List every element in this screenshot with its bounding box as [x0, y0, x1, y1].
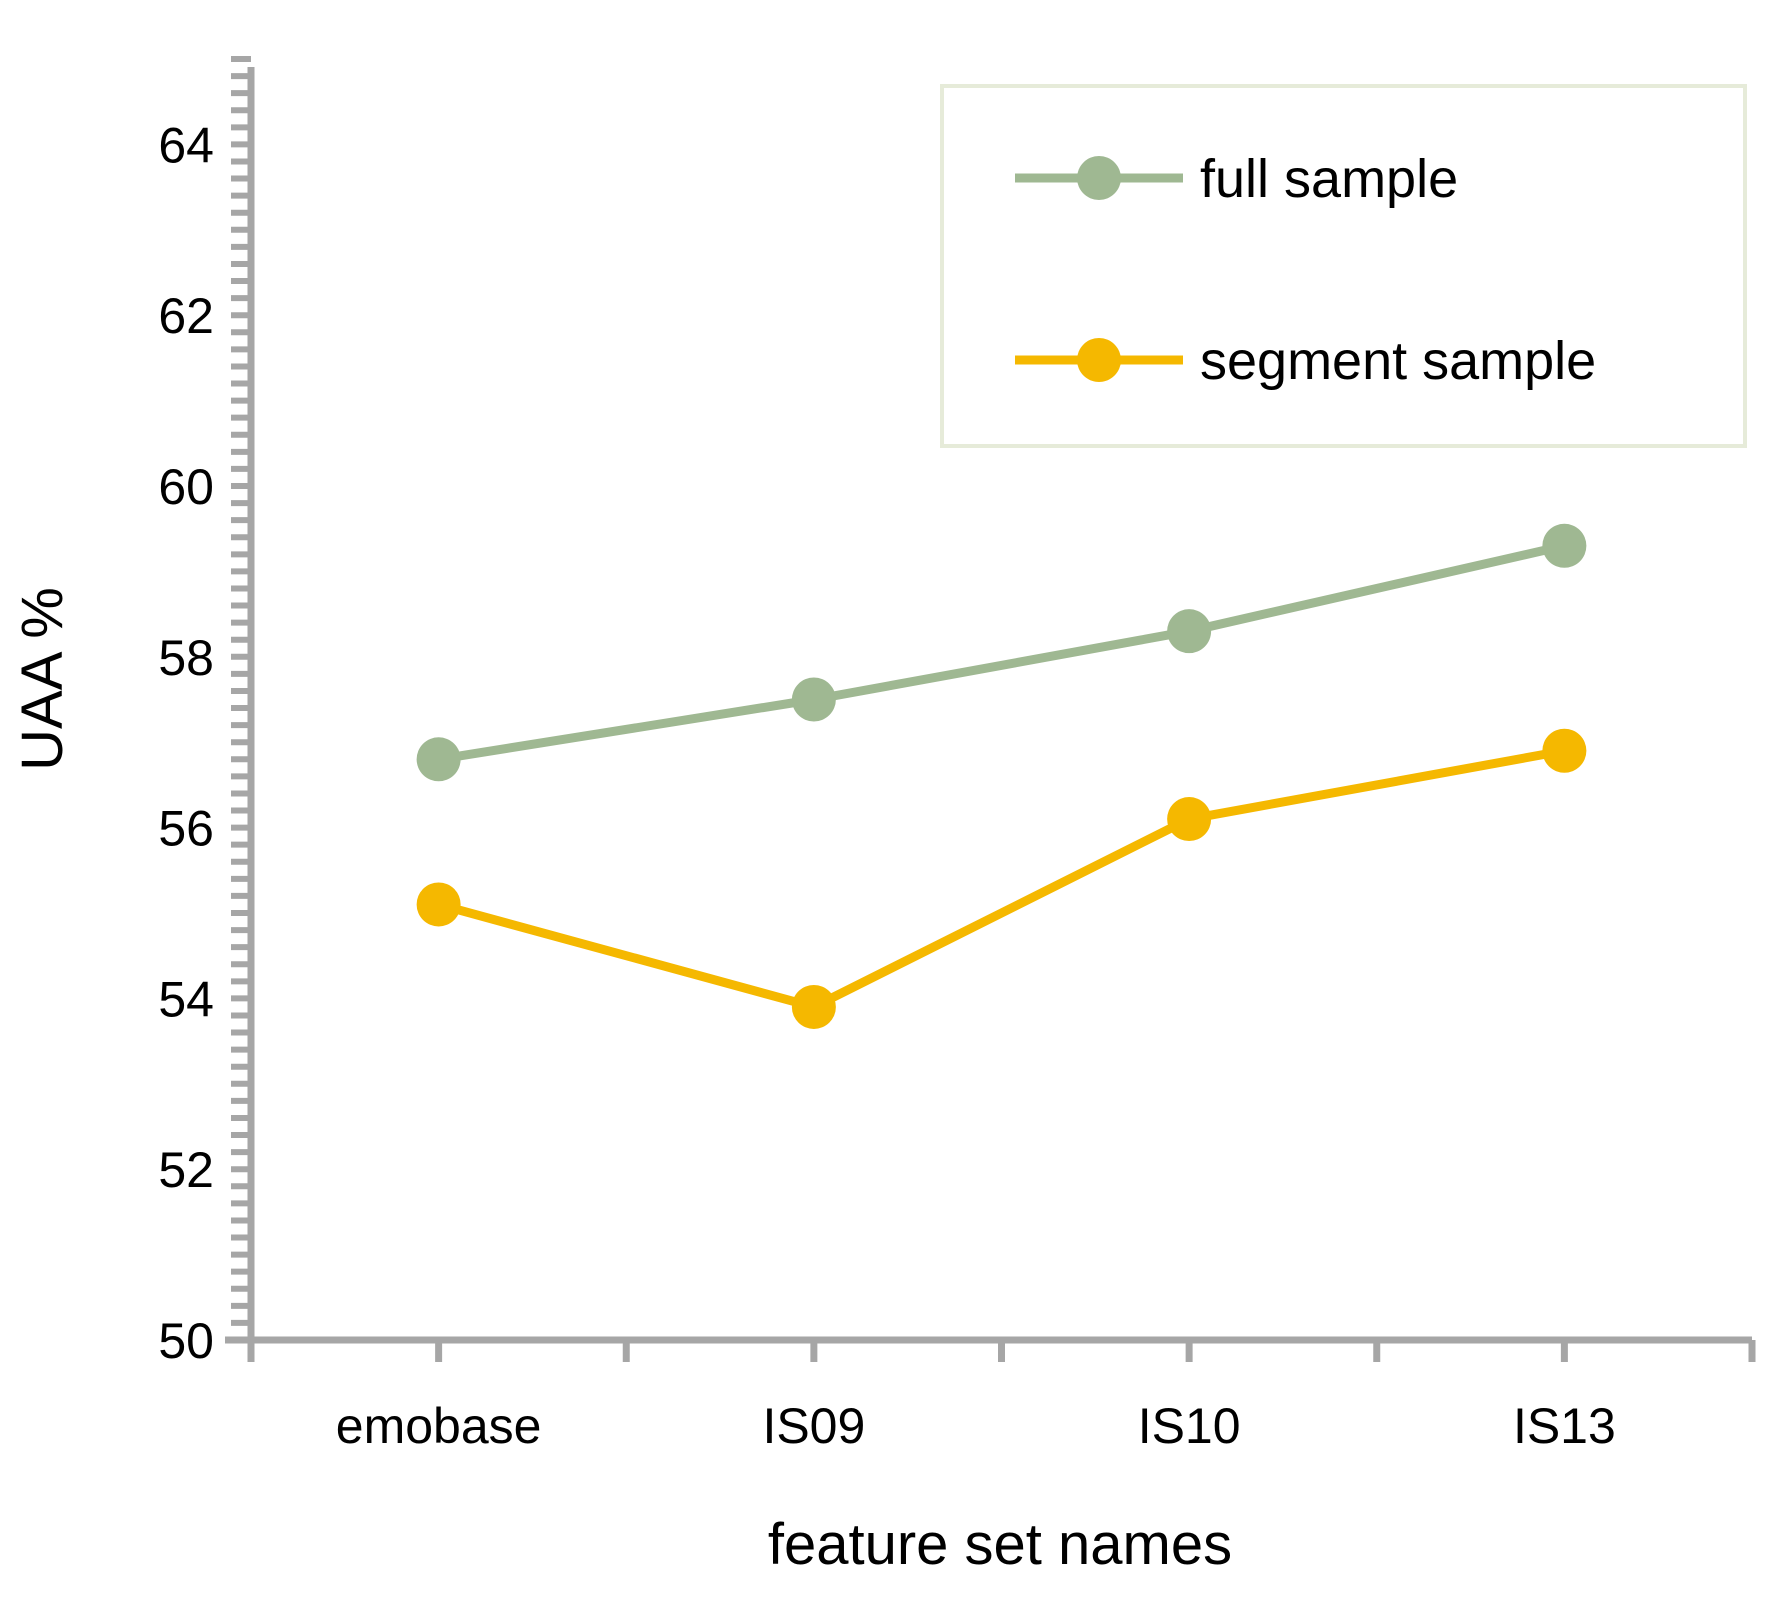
data-point — [1542, 523, 1587, 568]
series-line — [437, 541, 1566, 764]
y-tick-label: 64 — [158, 117, 214, 173]
legend-item: full sample — [1015, 149, 1458, 209]
series-layer — [416, 523, 1587, 1029]
y-tick-label: 50 — [158, 1313, 214, 1369]
y-axis-title: UAA % — [10, 587, 75, 771]
series-0 — [416, 523, 1587, 782]
data-point — [1542, 728, 1587, 773]
y-tick-label: 52 — [158, 1142, 214, 1198]
x-tick-label: emobase — [336, 1398, 542, 1454]
x-axis-ticks — [247, 1340, 1756, 1362]
legend-item: segment sample — [1015, 331, 1596, 391]
x-axis-tick-labels: emobase IS09 IS10 IS13 — [336, 1398, 1616, 1454]
x-tick-label: IS10 — [1138, 1398, 1241, 1454]
y-axis-tick-labels: 50 52 54 56 58 60 62 64 — [158, 117, 214, 1369]
x-axis-title: feature set names — [768, 1512, 1232, 1577]
data-point — [416, 882, 461, 927]
y-tick-label: 54 — [158, 971, 214, 1027]
legend-swatch-marker — [1077, 156, 1121, 200]
data-point — [791, 984, 836, 1029]
series-1 — [416, 728, 1587, 1029]
x-tick-label: IS09 — [762, 1398, 865, 1454]
data-point — [1167, 797, 1212, 842]
data-point — [791, 677, 836, 722]
legend-label: full sample — [1200, 149, 1458, 209]
series-line — [437, 746, 1566, 1012]
y-tick-label: 62 — [158, 288, 214, 344]
data-point — [416, 737, 461, 782]
legend: full sample segment sample — [940, 84, 1747, 448]
legend-box — [940, 84, 1747, 448]
y-tick-label: 60 — [158, 459, 214, 515]
data-point — [1167, 609, 1212, 654]
legend-swatch-marker — [1077, 338, 1121, 382]
legend-label: segment sample — [1200, 331, 1596, 391]
x-tick-label: IS13 — [1513, 1398, 1616, 1454]
y-tick-label: 58 — [158, 630, 214, 686]
y-tick-label: 56 — [158, 801, 214, 857]
